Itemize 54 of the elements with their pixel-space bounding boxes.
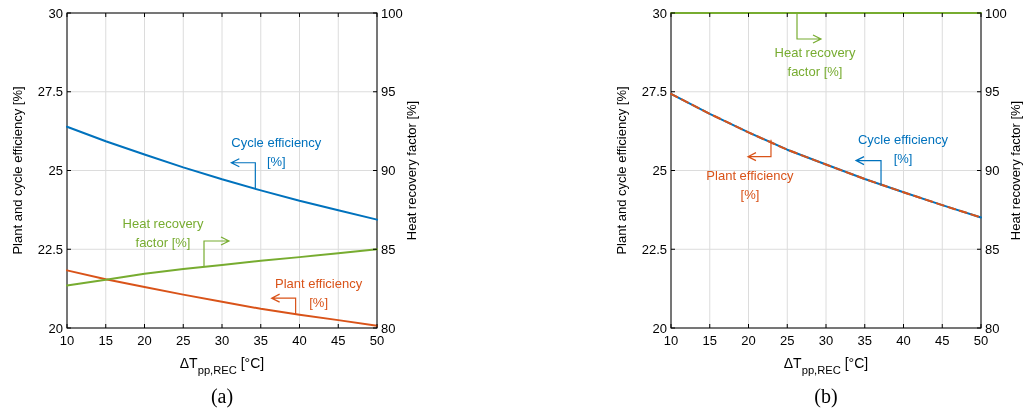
x-tick-label: 45 — [331, 333, 346, 348]
annotation: Heat recovery factor [%] — [122, 216, 204, 250]
x-tick-label: 50 — [369, 333, 385, 348]
y2-tick-label: 90 — [381, 163, 396, 178]
y-axis-title: Plant and cycle efficiency [%] — [10, 86, 25, 255]
y-tick-label: 25 — [652, 163, 667, 178]
x-axis-title: ΔT$_{pp,REC}$ [°C] — [783, 355, 869, 376]
line-series — [670, 92, 982, 219]
x-tick-label: 40 — [896, 333, 911, 348]
y-tick-label: 20 — [48, 320, 63, 336]
y2-tick-label: 85 — [985, 241, 1000, 257]
annotation: Cycle efficiency [%] — [857, 131, 949, 166]
text: (a) — [210, 385, 234, 408]
y2-tick-label: 90 — [985, 163, 1000, 178]
y-tick-label: 30 — [652, 5, 667, 21]
y2-tick-label: 95 — [985, 84, 1000, 100]
y2-axis-title: Heat recovery factor [%] — [1008, 100, 1023, 241]
annotation: Heat recovery factor [%] — [774, 45, 856, 79]
y-tick-label: 27.5 — [641, 84, 667, 100]
y-tick-label: 22.5 — [641, 241, 667, 257]
x-tick-label: 20 — [137, 333, 152, 348]
y-tick-label: 20 — [652, 320, 667, 336]
x-tick-label: 20 — [741, 333, 756, 348]
y2-tick-label: 85 — [381, 241, 396, 257]
annotation: Plant efficiency [%] — [706, 167, 795, 202]
y-tick-label: 25 — [48, 163, 63, 178]
x-tick-label: 10 — [663, 333, 679, 348]
annotation: Cycle efficiency [%] — [231, 134, 322, 169]
y-tick-label: 30 — [48, 5, 63, 21]
y2-tick-label: 95 — [381, 84, 396, 100]
y2-tick-label: 80 — [381, 320, 396, 336]
y2-tick-label: 100 — [985, 5, 1007, 21]
x-tick-label: 30 — [214, 333, 230, 348]
x-tick-label: 30 — [818, 333, 834, 348]
line-series — [66, 125, 378, 221]
annotation: Plant efficiency [%] — [275, 276, 363, 311]
x-tick-label: 15 — [702, 333, 717, 348]
y-tick-label: 22.5 — [37, 241, 63, 257]
x-tick-label: 50 — [973, 333, 989, 348]
x-tick-label: 15 — [98, 333, 113, 348]
x-tick-label: 35 — [253, 333, 268, 348]
x-tick-label: 10 — [59, 333, 75, 348]
x-tick-label: 45 — [935, 333, 950, 348]
x-tick-label: 25 — [780, 333, 795, 348]
x-axis-title: ΔT$_{pp,REC}$ [°C] — [179, 355, 265, 376]
y-axis-title: Plant and cycle efficiency [%] — [614, 86, 629, 255]
x-tick-label: 40 — [292, 333, 307, 348]
y2-tick-label: 100 — [381, 5, 403, 21]
x-tick-label: 25 — [176, 333, 191, 348]
y-tick-label: 27.5 — [37, 84, 63, 100]
x-tick-label: 35 — [857, 333, 872, 348]
y2-axis-title: Heat recovery factor [%] — [404, 100, 419, 241]
text: (b) — [814, 385, 838, 408]
y2-tick-label: 80 — [985, 320, 1000, 336]
